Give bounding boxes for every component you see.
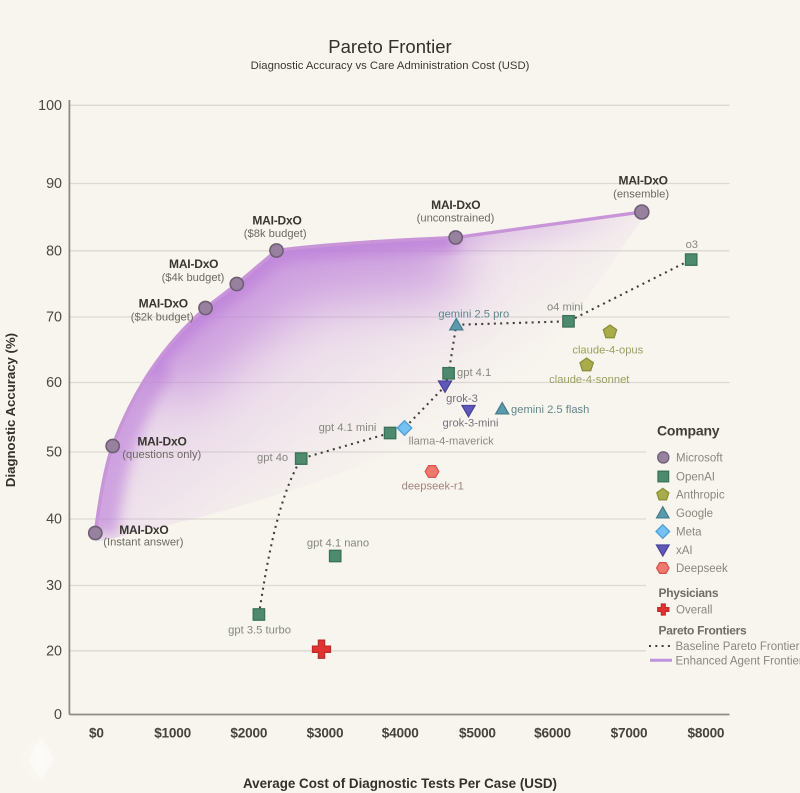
svg-text:gpt 4.1: gpt 4.1 [457,367,491,379]
svg-text:MAI-DxO: MAI-DxO [169,257,218,271]
svg-text:gpt 3.5 turbo: gpt 3.5 turbo [228,625,291,637]
svg-text:Meta: Meta [676,527,702,539]
svg-text:grok-3: grok-3 [446,393,478,405]
svg-text:($8k budget): ($8k budget) [244,228,307,240]
svg-text:MAI-DxO: MAI-DxO [252,213,301,227]
svg-text:($4k budget): ($4k budget) [162,272,225,284]
svg-text:$0: $0 [89,726,104,741]
svg-text:o3: o3 [686,239,698,251]
svg-text:claude-4-sonnet: claude-4-sonnet [549,374,630,386]
svg-text:Pareto Frontier: Pareto Frontier [328,36,451,57]
svg-text:Microsoft: Microsoft [676,452,723,464]
svg-text:70: 70 [46,310,62,326]
svg-text:$5000: $5000 [459,726,496,741]
svg-text:gpt 4.1 mini: gpt 4.1 mini [319,422,377,434]
svg-text:claude-4-opus: claude-4-opus [572,344,643,356]
svg-text:gpt 4.1 nano: gpt 4.1 nano [307,538,369,550]
svg-text:$3000: $3000 [307,726,344,741]
svg-text:90: 90 [46,176,62,192]
svg-text:gemini 2.5 flash: gemini 2.5 flash [511,404,589,416]
svg-text:MAI-DxO: MAI-DxO [139,297,188,311]
svg-text:80: 80 [46,244,62,260]
svg-text:OpenAI: OpenAI [676,472,715,484]
svg-text:(questions only): (questions only) [122,449,201,461]
svg-text:Diagnostic Accuracy vs Care Ad: Diagnostic Accuracy vs Care Administrati… [251,60,530,72]
svg-text:0: 0 [54,707,62,723]
svg-text:MAI-DxO: MAI-DxO [619,174,668,188]
svg-text:MAI-DxO: MAI-DxO [431,198,480,212]
svg-text:($2k budget): ($2k budget) [131,312,194,324]
svg-text:Pareto Frontiers: Pareto Frontiers [659,624,748,638]
svg-text:$7000: $7000 [611,726,648,741]
svg-text:(unconstrained): (unconstrained) [417,213,495,225]
svg-text:MAI-DxO: MAI-DxO [137,435,186,449]
svg-text:Diagnostic Accuracy (%): Diagnostic Accuracy (%) [3,333,18,487]
svg-text:o4 mini: o4 mini [547,302,583,314]
svg-text:Baseline Pareto Frontier: Baseline Pareto Frontier [676,641,800,653]
svg-text:20: 20 [46,644,62,660]
svg-text:$6000: $6000 [534,726,571,741]
svg-text:$4000: $4000 [382,726,419,741]
svg-text:30: 30 [46,578,62,594]
svg-text:Company: Company [657,423,720,439]
svg-text:60: 60 [46,375,62,391]
svg-text:$1000: $1000 [154,726,191,741]
svg-text:grok-3-mini: grok-3-mini [443,418,499,430]
svg-text:(ensemble): (ensemble) [613,188,669,200]
svg-text:(Instant answer): (Instant answer) [103,537,183,549]
svg-text:MAI-DxO: MAI-DxO [119,523,168,537]
svg-text:100: 100 [38,98,62,114]
svg-text:Physicians: Physicians [659,586,719,600]
svg-text:Average Cost of Diagnostic Tes: Average Cost of Diagnostic Tests Per Cas… [243,776,557,791]
svg-text:Anthropic: Anthropic [676,490,725,502]
svg-text:50: 50 [46,445,62,461]
svg-text:$2000: $2000 [230,726,267,741]
svg-text:gemini 2.5 pro: gemini 2.5 pro [438,309,509,321]
svg-text:40: 40 [46,512,62,528]
svg-text:deepseek-r1: deepseek-r1 [402,481,464,493]
svg-text:xAI: xAI [676,545,693,557]
svg-text:Overall: Overall [676,605,712,617]
svg-text:Deepseek: Deepseek [676,563,728,575]
svg-text:Google: Google [676,508,713,520]
svg-text:Enhanced Agent Frontier: Enhanced Agent Frontier [676,655,800,667]
svg-text:llama-4-maverick: llama-4-maverick [409,436,495,448]
svg-text:gpt 4o: gpt 4o [257,452,288,464]
svg-text:$8000: $8000 [687,726,724,741]
